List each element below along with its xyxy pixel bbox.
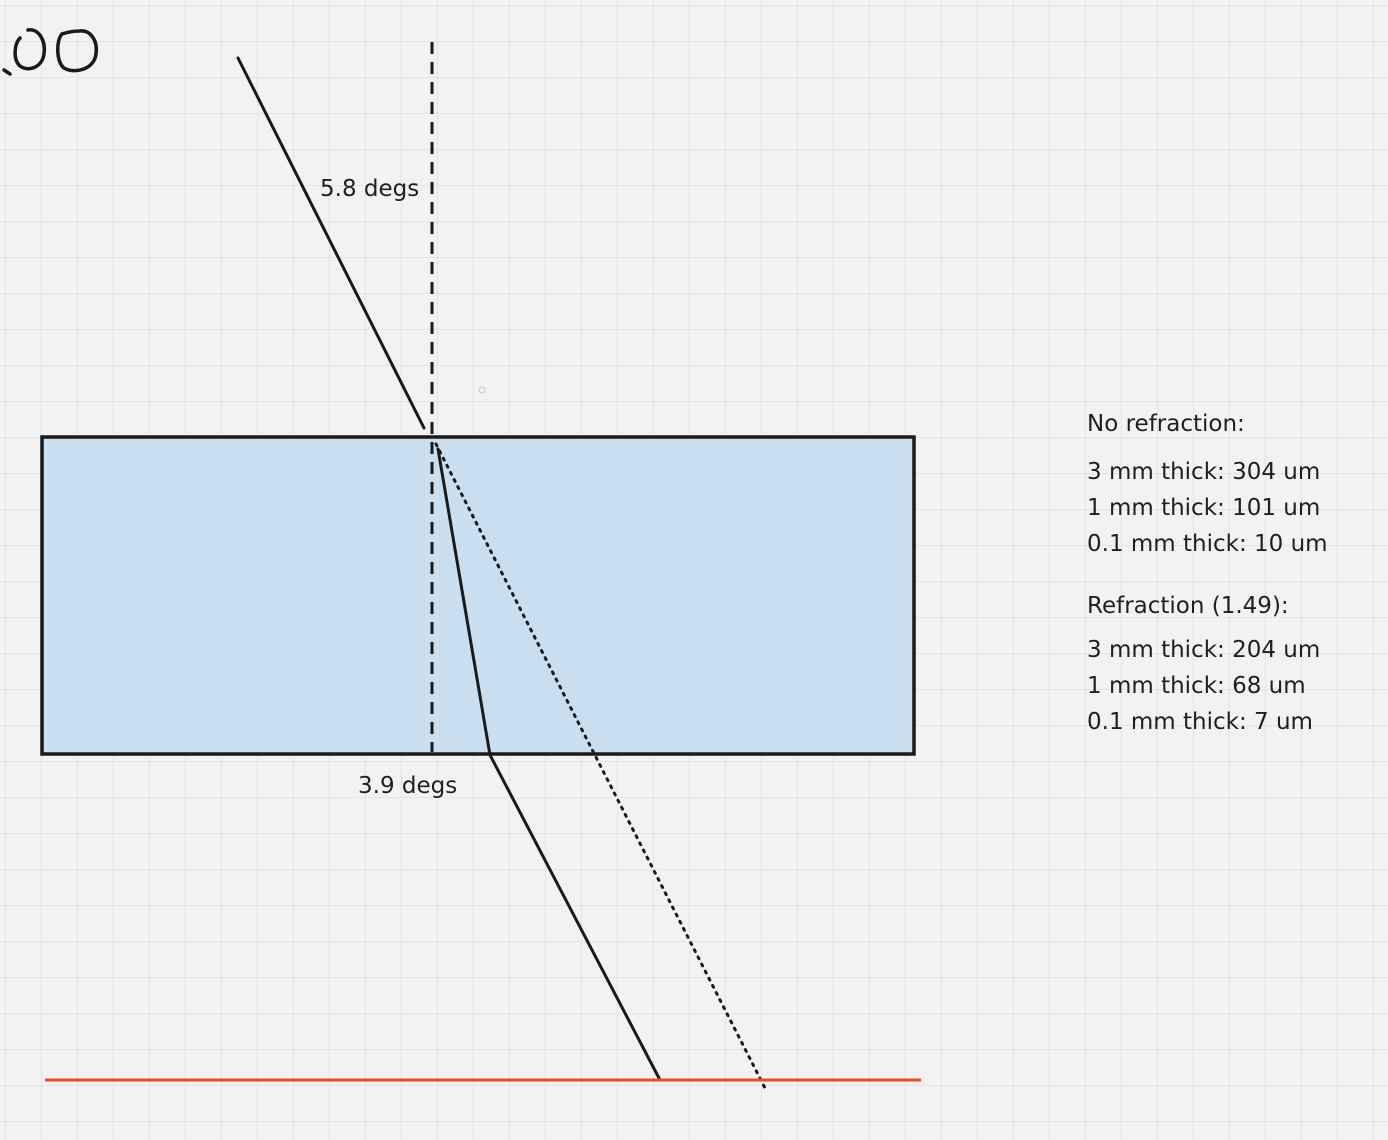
refracted-angle-label: 3.9 degs [358,773,458,799]
refraction-heading: Refraction (1.49): [1087,593,1289,619]
refracted-ray-in-slab[interactable] [436,447,492,757]
unrefracted-dotted-ray[interactable] [434,442,769,1094]
incident-ray[interactable] [236,56,426,430]
refraction-line: 1 mm thick: 68 um [1087,673,1306,699]
refraction-line: 3 mm thick: 204 um [1087,637,1321,663]
no-refraction-heading: No refraction: [1087,411,1245,437]
calculation-notes: No refraction: 3 mm thick: 304 um 1 mm t… [1087,406,1328,740]
no-refraction-line: 3 mm thick: 304 um [1087,459,1321,485]
corner-sketch [2,28,99,76]
no-refraction-line: 0.1 mm thick: 10 um [1087,531,1328,557]
no-refraction-line: 1 mm thick: 101 um [1087,495,1321,521]
small-circle-marker [478,386,486,394]
refraction-line: 0.1 mm thick: 7 um [1087,709,1313,735]
incident-angle-label: 5.8 degs [320,176,420,202]
glass-slab[interactable] [40,435,916,756]
exit-ray[interactable] [488,753,662,1082]
